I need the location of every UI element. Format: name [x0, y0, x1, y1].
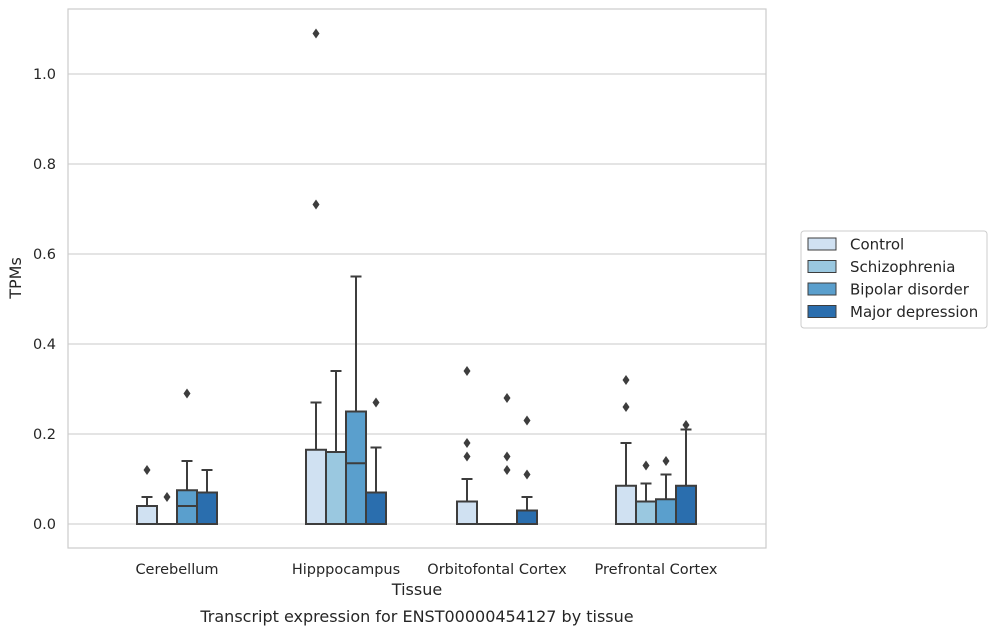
box	[365, 491, 387, 525]
legend-label: Major depression	[850, 303, 978, 321]
y-tick-label: 0.6	[33, 247, 56, 263]
outlier-point	[372, 397, 380, 408]
plot-frame	[67, 8, 767, 549]
legend-label: Schizophrenia	[850, 258, 955, 276]
box-bipolar-disorder	[345, 275, 367, 525]
box	[675, 484, 697, 525]
outlier-point	[183, 388, 191, 399]
outlier-point	[503, 465, 511, 475]
box	[196, 491, 218, 525]
x-tick-label: Hipppocampus	[292, 562, 400, 578]
box-control	[136, 465, 158, 525]
plot-background	[68, 9, 766, 548]
box	[615, 484, 637, 525]
outlier-point	[642, 460, 650, 471]
outlier-point	[463, 438, 471, 448]
outlier-point	[312, 28, 320, 39]
box-schizophrenia	[156, 492, 178, 526]
outlier-point	[622, 402, 630, 412]
outlier-point	[463, 366, 471, 376]
y-tick-label: 0.2	[33, 427, 56, 443]
y-tick-label: 1.0	[33, 67, 56, 83]
y-tick-label: 0.0	[33, 517, 56, 533]
box	[655, 498, 677, 525]
outlier-point	[622, 375, 630, 385]
legend-swatch	[807, 260, 837, 273]
x-tick-label: Cerebellum	[135, 562, 218, 578]
outlier-point	[523, 415, 531, 426]
legend-items: Control Schizophrenia Bipolar disorder Majo…	[807, 236, 978, 321]
legend-swatch	[807, 305, 837, 318]
box-bipolar-disorder	[655, 456, 677, 525]
outlier-point	[143, 465, 151, 475]
box-series	[136, 28, 697, 526]
y-tick-label: 0.8	[33, 157, 56, 173]
box	[635, 500, 657, 525]
box-major-depression	[196, 469, 218, 525]
box-major-depression	[675, 420, 697, 525]
box-control	[305, 28, 327, 525]
outlier-point	[523, 469, 531, 480]
box-bipolar-disorder	[496, 393, 518, 526]
box	[456, 500, 478, 525]
box	[325, 451, 347, 525]
box-control	[456, 366, 478, 525]
box-major-depression	[365, 397, 387, 525]
x-axis-label: Tissue	[391, 580, 442, 599]
box	[136, 505, 158, 525]
box	[516, 509, 538, 525]
legend-frame	[800, 230, 988, 329]
box	[176, 489, 198, 525]
box	[345, 410, 367, 525]
legend-swatch	[807, 282, 837, 296]
y-axis-label: TPMs	[6, 257, 25, 300]
y-tick-labels: 0.0 0.2 0.4 0.6 0.8 1.0	[33, 67, 56, 533]
box-major-depression	[516, 415, 538, 525]
box	[305, 448, 327, 525]
x-tick-label: Orbitofontal Cortex	[427, 562, 567, 578]
outlier-point	[312, 199, 320, 210]
chart-caption: Transcript expression for ENST0000045412…	[199, 607, 633, 626]
legend-label: Bipolar disorder	[850, 281, 970, 299]
outlier-point	[503, 393, 511, 403]
y-tick-label: 0.4	[33, 337, 56, 353]
outlier-point	[503, 451, 511, 462]
outlier-point	[662, 456, 670, 466]
outlier-point	[463, 451, 471, 462]
outlier-point	[682, 420, 690, 430]
legend-swatch	[807, 237, 837, 251]
x-tick-label: Prefrontal Cortex	[595, 562, 718, 578]
legend-label: Control	[850, 236, 904, 254]
x-tick-labels: Cerebellum Hipppocampus Orbitofontal Corte…	[135, 562, 717, 578]
legend: Control Schizophrenia Bipolar disorder Majo…	[800, 230, 988, 329]
outlier-point	[163, 492, 171, 502]
box-control	[615, 375, 637, 525]
